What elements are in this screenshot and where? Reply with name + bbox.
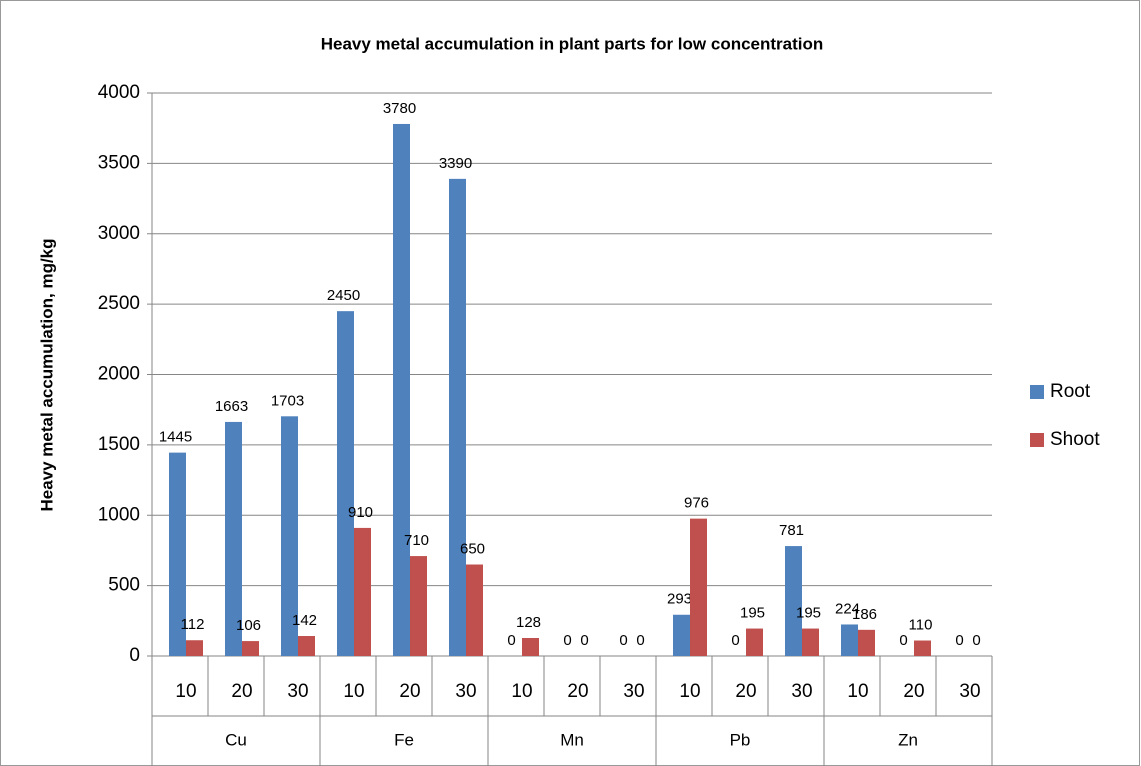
y-axis-label: Heavy metal accumulation, mg/kg: [37, 238, 56, 511]
x-tick-label: 10: [847, 681, 868, 702]
bar: [337, 311, 354, 656]
data-label: 293: [667, 591, 692, 608]
x-tick-label: 10: [511, 681, 532, 702]
data-label: 3390: [439, 155, 472, 172]
data-label: 1703: [271, 392, 304, 409]
bar: [746, 628, 763, 656]
x-tick-label: 30: [623, 681, 644, 702]
data-label: 110: [909, 616, 933, 633]
data-label: 0: [580, 632, 588, 649]
data-label: 0: [972, 632, 980, 649]
data-label: 128: [516, 614, 541, 631]
legend-label: Root: [1050, 381, 1091, 402]
data-label: 781: [779, 522, 804, 539]
bar: [186, 640, 203, 656]
data-label: 112: [181, 616, 205, 633]
bar: [298, 636, 315, 656]
legend-label: Shoot: [1050, 429, 1100, 450]
x-tick-label: 30: [287, 681, 308, 702]
x-tick-label: 20: [903, 681, 924, 702]
x-tick-label: 20: [735, 681, 756, 702]
data-label: 106: [236, 617, 261, 634]
bar: [858, 629, 875, 656]
bar: [802, 628, 819, 656]
bar: [242, 641, 259, 656]
data-label: 2450: [327, 287, 360, 304]
data-label: 0: [507, 632, 515, 649]
x-tick-label: 30: [791, 681, 812, 702]
y-tick-label: 4000: [98, 82, 140, 103]
data-label: 0: [899, 632, 907, 649]
y-tick-label: 1500: [98, 434, 140, 455]
bar: [393, 123, 410, 657]
bar: [410, 556, 427, 656]
data-label: 976: [684, 495, 709, 512]
x-tick-label: 10: [343, 681, 364, 702]
data-label: 910: [348, 504, 373, 521]
data-label: 142: [292, 612, 317, 629]
group-label: Fe: [394, 730, 414, 749]
data-label: 186: [852, 606, 877, 623]
group-label: Zn: [898, 730, 918, 749]
chart-title: Heavy metal accumulation in plant parts …: [321, 34, 824, 53]
data-label: 0: [563, 632, 571, 649]
x-tick-label: 20: [567, 681, 588, 702]
group-label: Cu: [225, 730, 247, 749]
bar: [785, 546, 802, 656]
x-tick-label: 30: [959, 681, 980, 702]
legend-swatch: [1030, 385, 1044, 399]
y-tick-label: 2000: [98, 364, 140, 385]
bar: [449, 178, 466, 657]
bar: [225, 421, 242, 656]
data-label: 710: [404, 532, 429, 549]
group-label: Pb: [730, 730, 751, 749]
x-tick-label: 10: [679, 681, 700, 702]
data-label: 195: [796, 605, 821, 622]
y-tick-label: 2500: [98, 293, 140, 314]
x-tick-label: 20: [231, 681, 252, 702]
x-tick-label: 20: [399, 681, 420, 702]
bar: [522, 637, 539, 656]
bar: [914, 640, 931, 656]
y-tick-label: 500: [108, 575, 140, 596]
data-label: 195: [740, 605, 765, 622]
data-label: 1445: [159, 429, 192, 446]
legend-swatch: [1030, 433, 1044, 447]
bar: [673, 614, 690, 656]
data-label: 3780: [383, 100, 416, 117]
data-label: 0: [636, 632, 644, 649]
bar: [354, 527, 371, 656]
y-tick-label: 3000: [98, 223, 140, 244]
y-tick-label: 0: [129, 645, 140, 666]
data-label: 0: [619, 632, 627, 649]
bar: [281, 416, 298, 656]
bar: [690, 518, 707, 656]
y-tick-label: 3500: [98, 152, 140, 173]
data-label: 0: [955, 632, 963, 649]
x-tick-label: 10: [175, 681, 196, 702]
data-label: 224: [835, 600, 860, 617]
data-label: 1663: [215, 398, 248, 415]
data-label: 650: [460, 540, 485, 557]
x-tick-label: 30: [455, 681, 476, 702]
data-label: 0: [731, 632, 739, 649]
bar: [466, 564, 483, 656]
group-label: Mn: [560, 730, 584, 749]
y-tick-label: 1000: [98, 504, 140, 525]
bar: [169, 452, 186, 656]
bar: [841, 624, 858, 656]
